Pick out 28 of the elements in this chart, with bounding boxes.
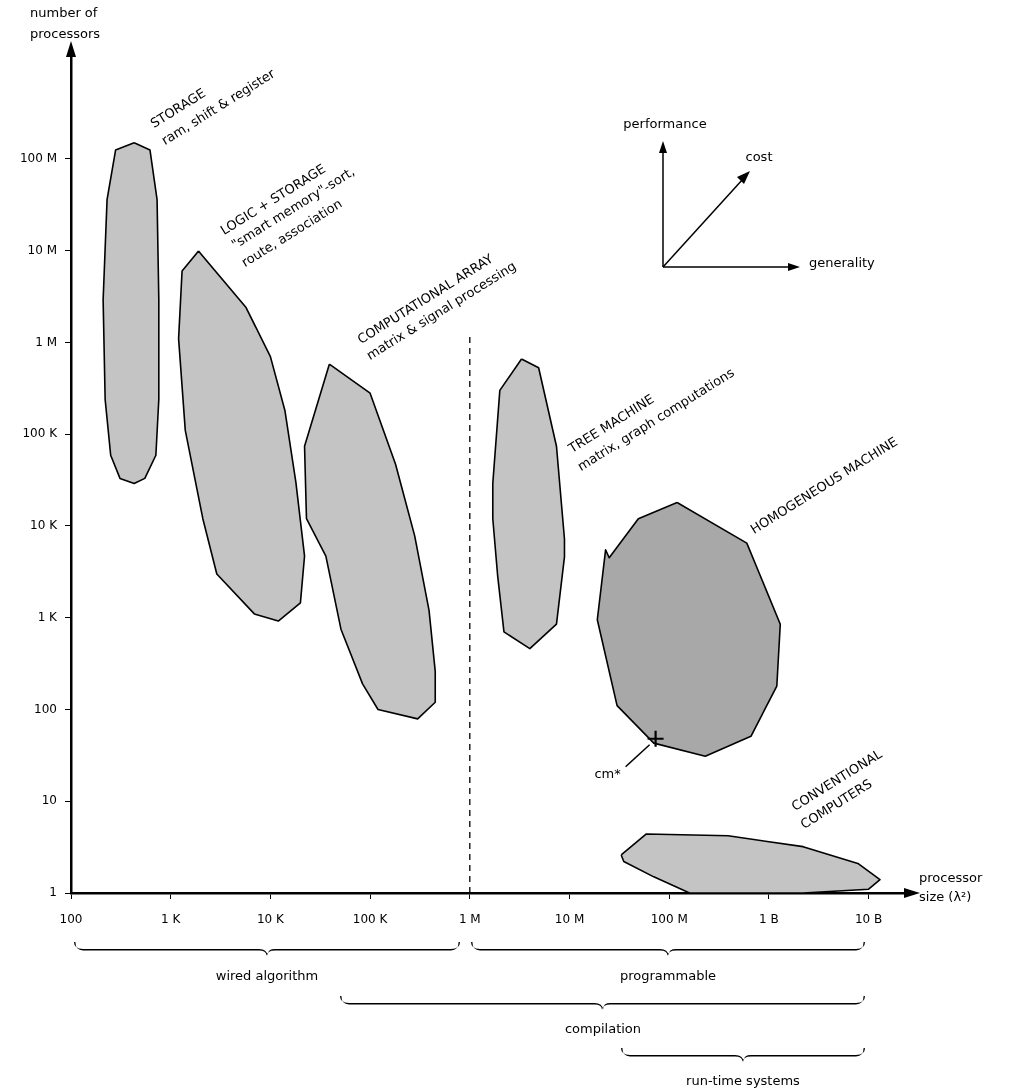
- y-tick-label: 1: [49, 885, 57, 900]
- x-tick-label: 1 B: [759, 912, 779, 927]
- y-tick-label: 100 M: [19, 151, 57, 166]
- x-tick-label: 100 K: [352, 912, 389, 927]
- y-tick-label: 1 M: [35, 334, 57, 349]
- x-tick-label: 100 M: [650, 912, 688, 927]
- annotation: performance: [623, 115, 707, 131]
- x-tick-label: 10 M: [554, 912, 585, 927]
- y-tick-label: 100: [34, 701, 57, 716]
- text: compilation: [564, 1020, 642, 1036]
- y-tick-label: 10: [41, 793, 57, 808]
- x-tick-label: 1 K: [161, 912, 182, 927]
- x-tick-label: 10 K: [256, 912, 286, 927]
- y-tick-label: 1 K: [37, 609, 59, 624]
- y-tick-label: 100 K: [22, 426, 59, 441]
- text: wired algorithm: [215, 967, 319, 983]
- text: cm*: [594, 766, 622, 782]
- annotation: generality: [809, 254, 875, 270]
- x-tick-label: 1 M: [458, 912, 481, 927]
- y-tick-label: 10 M: [27, 242, 57, 257]
- y-tick-label: 10 K: [30, 518, 59, 533]
- text: run-time systems: [686, 1072, 800, 1088]
- x-axis-title: processor size (λ²): [919, 870, 983, 905]
- x-tick-label: 100: [59, 912, 83, 927]
- annotation: cost: [745, 148, 773, 164]
- text: programmable: [620, 967, 716, 983]
- x-tick-label: 10 B: [854, 912, 883, 927]
- y-axis-title: number of processors: [30, 5, 101, 42]
